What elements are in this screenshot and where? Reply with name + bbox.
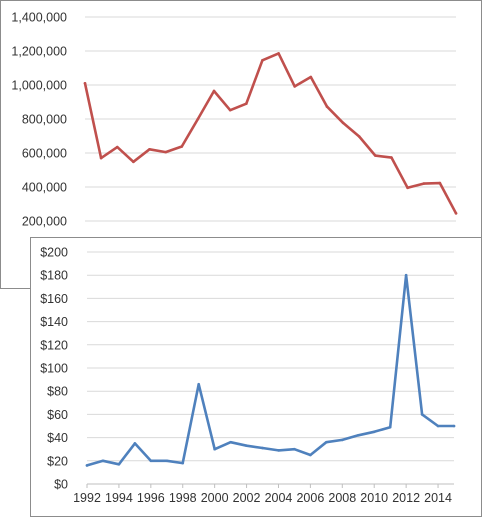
y-tick-label: 800,000 [22,113,67,127]
data-point [245,444,248,448]
data-point [229,440,232,444]
data-point [454,212,458,215]
y-tick-label: 1,200,000 [11,45,67,59]
data-point [165,459,169,463]
data-point [83,82,87,85]
data-point [341,121,345,125]
data-point [357,135,361,138]
bottom-line-chart: $200 $180 $160 $140 $120 $100 $80 $60 $40 $20 $0 19… [40,246,456,505]
y-tick-label: 200,000 [22,215,67,229]
y-tick-label: $200 [40,246,68,260]
x-tick-label: 2010 [360,491,388,505]
y-tick-label: $180 [40,269,68,283]
x-tick-label: 1996 [137,491,165,505]
data-point [213,447,216,451]
y-tick-label: $40 [47,431,68,445]
data-point [132,160,135,164]
data-point [309,75,313,79]
data-point [133,442,137,445]
data-point [372,430,376,434]
x-tick-label: 2008 [328,491,356,505]
data-point [374,154,377,157]
data-point [341,438,344,442]
data-point [438,181,442,185]
data-point [164,150,167,154]
data-point [293,447,296,451]
data-point [101,459,105,463]
x-tick-label: 2014 [424,491,452,505]
data-point [228,108,232,112]
data-point [422,182,426,185]
data-point [261,59,264,62]
data-point [390,156,393,159]
data-point [404,273,408,277]
data-point [293,85,296,88]
data-point [148,147,151,151]
y-tick-label: 1,000,000 [11,79,67,93]
data-point [406,186,409,190]
series-line [83,52,458,215]
data-point [181,461,185,465]
data-point [196,117,200,121]
x-tick-label: 2004 [265,491,293,505]
data-point [420,413,424,416]
data-point [261,446,264,450]
data-point [277,52,280,55]
y-tick-label: $60 [47,408,68,422]
x-tick-label: 2000 [201,491,229,505]
top-line-chart: 1,400,000 1,200,000 1,000,000 800,000 600,00… [11,11,458,229]
bottom-chart-panel: $200 $180 $160 $140 $120 $100 $80 $60 $40 $20 $0 19… [30,237,482,517]
x-tick-label: 2012 [392,491,420,505]
x-tick-label: 1998 [169,491,197,505]
data-point [115,145,119,149]
y-tick-label: $140 [40,315,68,329]
data-point [277,449,280,452]
series-line [85,273,456,467]
y-tick-label: $80 [47,385,68,399]
data-point [325,105,329,108]
y-tick-label: $120 [40,338,68,352]
data-point [436,424,440,428]
y-tick-label: 1,400,000 [11,11,67,25]
y-tick-label: 600,000 [22,147,67,161]
data-point [356,433,360,437]
data-point [99,156,103,160]
y-tick-label: $160 [40,292,68,306]
y-tick-label: $0 [54,478,68,492]
data-point [117,462,121,466]
y-tick-label: $20 [47,454,68,468]
data-point [197,382,200,386]
x-tick-label: 2002 [233,491,261,505]
data-point [85,464,89,467]
data-point [325,440,328,444]
data-point [388,425,392,429]
data-point [245,102,248,105]
data-point [212,89,216,93]
data-point [452,424,456,428]
x-tick-label: 1992 [73,491,101,505]
data-point [149,459,153,463]
y-tick-label: $100 [40,362,68,376]
data-point [309,453,312,457]
data-point [180,145,184,148]
x-tick-label: 2006 [296,491,324,505]
y-tick-label: 400,000 [22,181,67,195]
x-tick-label: 1994 [105,491,133,505]
